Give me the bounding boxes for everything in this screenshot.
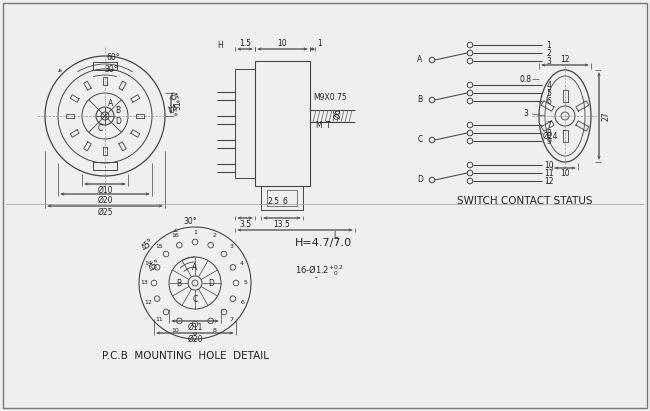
Text: 30°: 30°	[104, 65, 118, 74]
Text: Ø20: Ø20	[187, 335, 203, 344]
Bar	[93, 62, 117, 70]
Text: B: B	[176, 279, 181, 288]
Text: 1: 1	[318, 39, 322, 48]
Text: M9X0.75: M9X0.75	[313, 93, 347, 102]
Text: 7: 7	[229, 316, 233, 321]
Text: 10: 10	[560, 169, 570, 178]
Text: 13.5: 13.5	[274, 219, 291, 229]
Text: 12: 12	[144, 300, 152, 305]
Text: 7: 7	[547, 120, 551, 129]
Text: P.C.B  MOUNTING  HOLE  DETAIL: P.C.B MOUNTING HOLE DETAIL	[101, 351, 268, 361]
Bar	[93, 162, 117, 170]
Text: 5: 5	[547, 88, 551, 97]
Text: 10: 10	[278, 39, 287, 48]
Text: 3.5: 3.5	[239, 219, 251, 229]
Text: -: -	[315, 273, 318, 282]
Text: 12: 12	[544, 176, 554, 185]
Text: H: H	[217, 41, 223, 49]
Text: Ø11: Ø11	[187, 323, 203, 332]
Text: SWITCH CONTACT STATUS: SWITCH CONTACT STATUS	[457, 196, 593, 206]
Text: 6: 6	[283, 196, 287, 206]
Text: 2: 2	[213, 233, 216, 238]
Text: 2: 2	[547, 48, 551, 58]
Text: T: T	[326, 122, 330, 131]
Text: 9: 9	[193, 332, 197, 337]
Bar	[261, 186, 303, 210]
Text: 3: 3	[229, 245, 233, 249]
Text: C: C	[97, 125, 103, 134]
Bar	[235, 69, 255, 178]
Text: 31: 31	[174, 100, 183, 110]
Text: 60°: 60°	[106, 53, 120, 62]
Text: B: B	[116, 106, 120, 115]
Text: 8: 8	[547, 129, 551, 138]
Text: 8: 8	[213, 328, 216, 332]
Text: 4: 4	[547, 81, 551, 90]
Text: 6: 6	[240, 300, 244, 305]
Text: 5: 5	[244, 280, 248, 286]
Text: C: C	[192, 295, 198, 303]
Text: 30°: 30°	[183, 217, 197, 226]
Text: 12: 12	[560, 55, 570, 64]
Text: 0.8: 0.8	[520, 74, 532, 83]
Text: 3: 3	[547, 56, 551, 65]
Text: A: A	[108, 99, 113, 108]
Bar	[267, 190, 297, 206]
Text: 45°: 45°	[140, 237, 156, 253]
Text: 45°: 45°	[167, 90, 179, 106]
Text: Ø10: Ø10	[98, 185, 112, 194]
Text: Ø24: Ø24	[542, 132, 558, 141]
Text: D: D	[208, 279, 214, 288]
Text: 6: 6	[547, 97, 551, 106]
Text: Ø6: Ø6	[333, 109, 343, 119]
Text: M: M	[316, 122, 322, 131]
Text: 11: 11	[155, 316, 162, 321]
Text: B: B	[417, 95, 422, 104]
Text: 4: 4	[240, 261, 244, 266]
Text: 16-Ø1.2$^{+0.2}_{\ \ \ 0}$: 16-Ø1.2$^{+0.2}_{\ \ \ 0}$	[295, 263, 343, 278]
Text: 13: 13	[140, 280, 148, 286]
Text: 10: 10	[172, 328, 179, 332]
Text: 45°: 45°	[147, 258, 163, 274]
Text: H=4.7/7.0: H=4.7/7.0	[295, 238, 352, 248]
Text: 15: 15	[155, 245, 162, 249]
Text: 1: 1	[193, 229, 197, 235]
Text: 1: 1	[547, 41, 551, 49]
Text: 2.5: 2.5	[267, 196, 279, 206]
Text: 27: 27	[601, 111, 610, 121]
Text: 15°: 15°	[164, 103, 176, 119]
Text: 14: 14	[144, 261, 152, 266]
Text: 11: 11	[544, 169, 554, 178]
Text: C: C	[417, 136, 422, 145]
Bar	[255, 61, 310, 186]
Text: Ø20: Ø20	[98, 196, 112, 205]
Text: A: A	[417, 55, 422, 65]
Text: 9: 9	[547, 136, 551, 145]
Text: 10: 10	[544, 161, 554, 169]
Text: 1.5: 1.5	[239, 39, 251, 48]
Text: A: A	[192, 263, 198, 272]
Text: 3: 3	[523, 109, 528, 118]
Text: 16: 16	[172, 233, 179, 238]
Text: L: L	[333, 231, 337, 240]
Text: Ø25: Ø25	[98, 208, 112, 217]
Text: D: D	[417, 175, 423, 185]
Text: D: D	[115, 117, 121, 126]
